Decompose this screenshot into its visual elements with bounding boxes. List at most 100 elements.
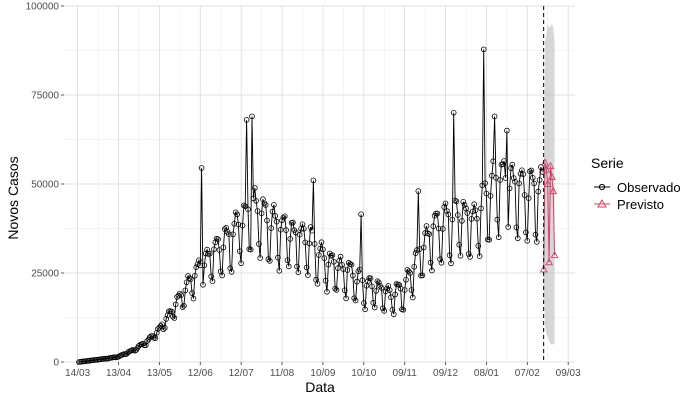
point-observado: [461, 202, 468, 208]
point-observado: [314, 280, 321, 287]
point-observado: [420, 244, 427, 251]
point-observado: [335, 265, 341, 271]
point-observado: [486, 237, 493, 243]
point-observado: [271, 202, 277, 208]
point-observado: [332, 285, 339, 292]
point-observado: [307, 224, 314, 230]
point-observado: [529, 175, 536, 181]
point-observado: [452, 197, 458, 204]
point-observado: [235, 221, 242, 228]
point-observado: [277, 226, 284, 233]
point-observado: [212, 239, 219, 246]
point-observado: [392, 291, 398, 298]
point-observado: [386, 287, 393, 293]
point-observado: [371, 304, 378, 311]
point-observado: [487, 193, 494, 199]
point-observado: [400, 306, 407, 313]
point-observado: [152, 335, 159, 341]
y-tick-label: 25000: [31, 269, 59, 280]
point-observado: [474, 215, 480, 222]
point-observado: [241, 202, 247, 209]
point-observado: [457, 253, 464, 259]
point-observado: [467, 254, 473, 260]
x-tick-label: 10/09: [310, 368, 335, 379]
point-observado: [459, 218, 465, 224]
point-observado: [532, 231, 539, 238]
point-observado: [168, 308, 175, 315]
point-observado: [211, 246, 217, 253]
point-observado: [192, 272, 198, 279]
point-observado: [509, 161, 516, 168]
point-observado: [153, 329, 160, 336]
point-observado: [519, 167, 525, 174]
point-observado: [140, 340, 146, 347]
y-tick-label: 0: [53, 358, 59, 369]
point-observado: [237, 248, 243, 255]
point-observado: [226, 231, 232, 238]
point-observado: [494, 216, 501, 223]
point-observado: [465, 251, 472, 257]
point-observado: [504, 127, 510, 134]
point-observado: [160, 326, 167, 332]
point-observado: [471, 201, 478, 208]
point-observado: [490, 158, 497, 165]
point-observado: [190, 295, 197, 302]
point-observado: [344, 267, 351, 273]
point-previsto: [546, 161, 555, 170]
point-observado: [422, 230, 428, 236]
point-observado: [407, 270, 413, 276]
point-observado: [523, 229, 529, 236]
point-observado: [505, 224, 512, 230]
point-observado: [333, 287, 340, 293]
point-observado: [197, 262, 204, 269]
point-observado: [315, 252, 322, 258]
legend-key-previsto: [594, 198, 610, 208]
point-observado: [170, 313, 176, 320]
point-observado: [435, 225, 442, 232]
point-observado: [491, 113, 498, 120]
x-tick-label: 09/11: [393, 368, 418, 379]
point-observado: [524, 238, 531, 244]
point-observado: [189, 290, 195, 296]
point-observado: [482, 180, 488, 187]
point-observado: [478, 205, 484, 212]
point-observado: [196, 257, 202, 264]
point-observado: [414, 247, 420, 253]
point-observado: [408, 287, 415, 293]
point-observado: [510, 175, 517, 181]
point-observado: [388, 294, 394, 301]
point-observado: [514, 235, 521, 242]
point-observado: [384, 285, 390, 292]
point-observado: [187, 276, 194, 282]
y-tick-label: 100000: [26, 2, 60, 13]
point-observado: [276, 267, 283, 274]
point-observado: [453, 198, 460, 205]
point-observado: [182, 287, 189, 294]
point-observado: [401, 287, 408, 293]
point-observado: [396, 282, 403, 288]
point-observado: [341, 287, 348, 294]
point-observado: [329, 252, 336, 259]
point-observado: [258, 210, 265, 217]
point-observado: [508, 165, 514, 171]
point-observado: [472, 207, 479, 214]
point-observado: [264, 217, 270, 224]
point-observado: [318, 239, 325, 246]
point-observado: [531, 180, 537, 187]
point-observado: [186, 275, 193, 282]
point-observado: [483, 190, 490, 197]
point-observado: [144, 338, 150, 345]
point-observado: [322, 277, 329, 284]
x-tick-label: 14/03: [65, 368, 90, 379]
x-tick-label: 12/06: [188, 368, 213, 379]
point-observado: [403, 276, 409, 283]
point-observado: [287, 236, 294, 242]
point-observado: [456, 242, 463, 248]
point-observado: [445, 211, 452, 218]
legend-key-observado: [594, 183, 610, 191]
point-previsto: [542, 165, 551, 173]
x-axis: 14/03 13/04 13/05 12/06 12/07 11/08 10/09 10/10…: [65, 362, 581, 379]
legend: Serie Observado Previsto: [591, 155, 681, 212]
point-observado: [227, 265, 234, 272]
